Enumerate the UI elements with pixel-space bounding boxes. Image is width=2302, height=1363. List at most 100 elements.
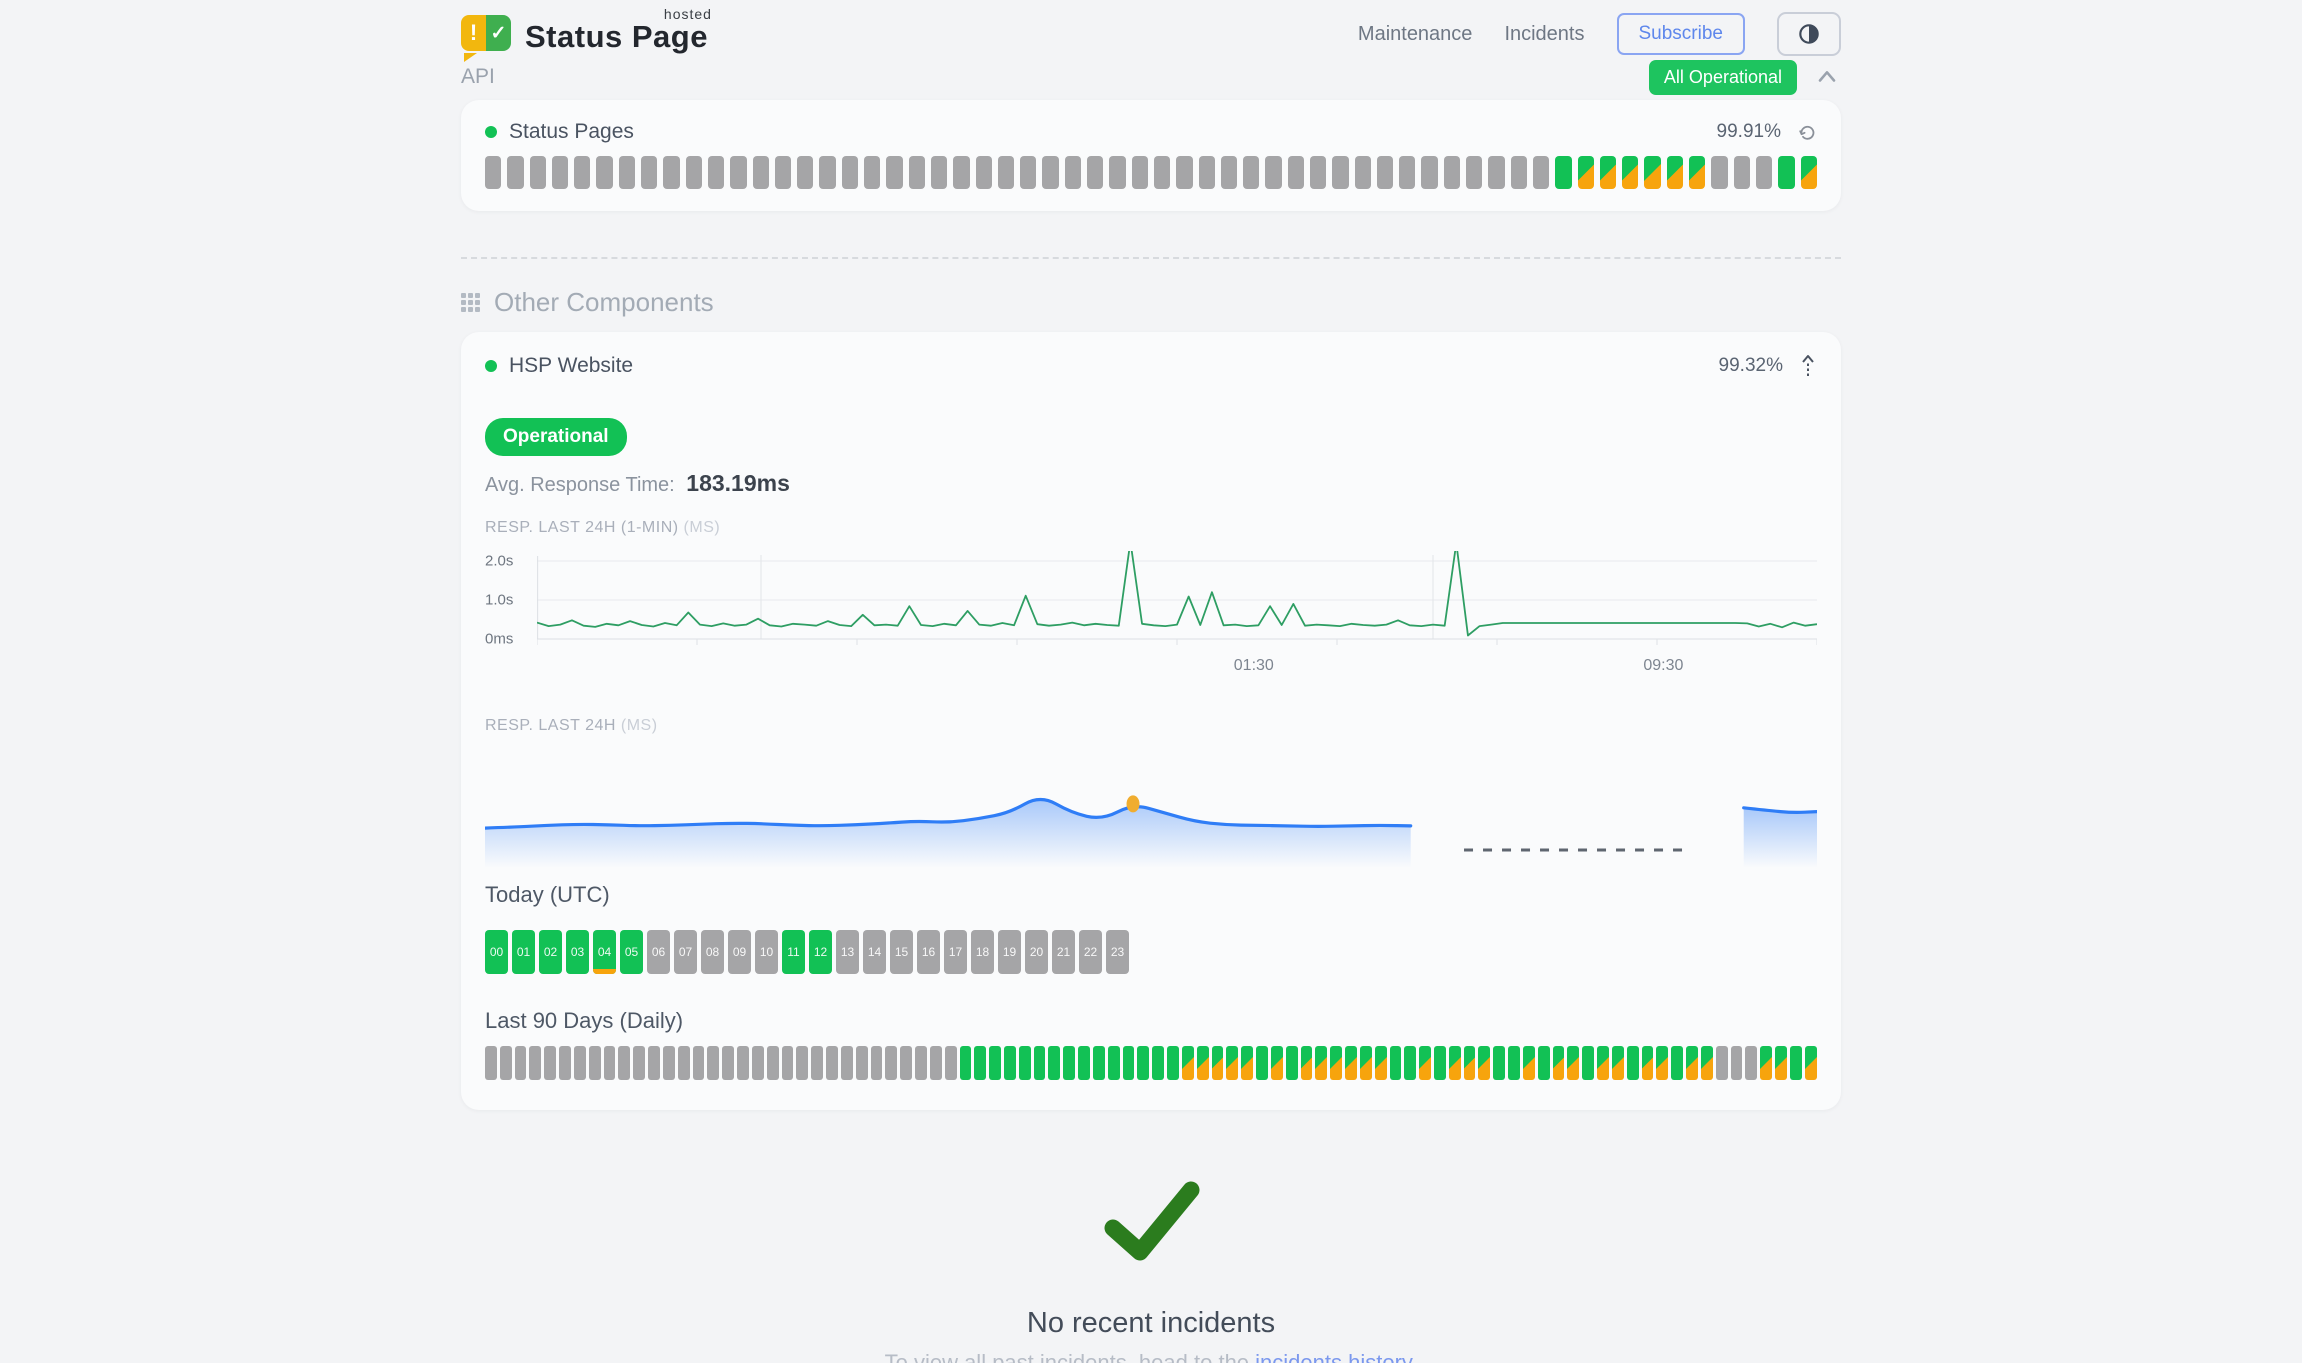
- incidents-history-link[interactable]: incidents history: [1255, 1350, 1412, 1363]
- hour-block-18[interactable]: 18: [971, 930, 994, 974]
- hour-block-05[interactable]: 05: [620, 930, 643, 974]
- uptime-bar-mixed[interactable]: [1599, 156, 1617, 189]
- day-bar-green[interactable]: [1152, 1046, 1165, 1080]
- uptime-bar-gray[interactable]: [618, 156, 636, 189]
- day-bar-mixed[interactable]: [1330, 1046, 1343, 1080]
- day-bar-mixed[interactable]: [1567, 1046, 1580, 1080]
- uptime-bar-gray[interactable]: [1153, 156, 1171, 189]
- hour-block-06[interactable]: 06: [647, 930, 670, 974]
- day-bar-mixed[interactable]: [1700, 1046, 1713, 1080]
- day-bar-green[interactable]: [1256, 1046, 1268, 1080]
- uptime-bar-gray[interactable]: [596, 156, 613, 189]
- uptime-bar-gray[interactable]: [1309, 156, 1327, 189]
- uptime-bar-mixed[interactable]: [1577, 156, 1594, 189]
- uptime-bar-mixed[interactable]: [1644, 156, 1661, 189]
- hour-block-13[interactable]: 13: [836, 930, 859, 974]
- day-bar-green[interactable]: [1167, 1046, 1179, 1080]
- uptime-bar-mixed[interactable]: [1800, 156, 1817, 189]
- day-bar-mixed[interactable]: [1181, 1046, 1194, 1080]
- day-bar-green[interactable]: [1107, 1046, 1120, 1080]
- uptime-bar-gray[interactable]: [908, 156, 925, 189]
- hour-block-11[interactable]: 11: [782, 930, 805, 974]
- day-bar-gray[interactable]: [707, 1046, 720, 1080]
- day-bar-mixed[interactable]: [1686, 1046, 1698, 1080]
- day-bar-gray[interactable]: [737, 1046, 749, 1080]
- day-bar-green[interactable]: [1389, 1046, 1402, 1080]
- day-bar-green[interactable]: [1092, 1046, 1105, 1080]
- day-bar-gray[interactable]: [648, 1046, 660, 1080]
- uptime-bar-mixed[interactable]: [1622, 156, 1639, 189]
- uptime-bar-gray[interactable]: [1532, 156, 1550, 189]
- day-bar-green[interactable]: [1033, 1046, 1046, 1080]
- uptime-bar-gray[interactable]: [1488, 156, 1505, 189]
- day-bar-gray[interactable]: [855, 1046, 868, 1080]
- day-bar-gray[interactable]: [900, 1046, 913, 1080]
- uptime-bar-gray[interactable]: [1376, 156, 1394, 189]
- day-bar-mixed[interactable]: [1478, 1046, 1491, 1080]
- uptime-bar-gray[interactable]: [507, 156, 524, 189]
- day-bar-green[interactable]: [1404, 1046, 1417, 1080]
- day-bar-green[interactable]: [1626, 1046, 1639, 1080]
- hour-block-10[interactable]: 10: [755, 930, 778, 974]
- day-bar-gray[interactable]: [603, 1046, 616, 1080]
- day-bar-gray[interactable]: [692, 1046, 705, 1080]
- hour-block-20[interactable]: 20: [1025, 930, 1048, 974]
- uptime-bar-gray[interactable]: [819, 156, 836, 189]
- nav-maintenance-link[interactable]: Maintenance: [1357, 22, 1473, 45]
- day-bar-gray[interactable]: [573, 1046, 586, 1080]
- day-bar-mixed[interactable]: [1300, 1046, 1313, 1080]
- uptime-bar-gray[interactable]: [1510, 156, 1527, 189]
- day-bar-mixed[interactable]: [1374, 1046, 1387, 1080]
- uptime-bar-gray[interactable]: [797, 156, 814, 189]
- uptime-bar-gray[interactable]: [1443, 156, 1461, 189]
- day-bar-gray[interactable]: [662, 1046, 675, 1080]
- day-bar-gray[interactable]: [633, 1046, 646, 1080]
- uptime-bar-gray[interactable]: [1354, 156, 1371, 189]
- uptime-bar-gray[interactable]: [1421, 156, 1438, 189]
- day-bar-mixed[interactable]: [1552, 1046, 1565, 1080]
- day-bar-gray[interactable]: [826, 1046, 838, 1080]
- day-bar-green[interactable]: [1018, 1046, 1031, 1080]
- hour-block-21[interactable]: 21: [1052, 930, 1075, 974]
- day-bar-gray[interactable]: [559, 1046, 571, 1080]
- hour-block-17[interactable]: 17: [944, 930, 967, 974]
- uptime-bar-gray[interactable]: [886, 156, 903, 189]
- uptime-bar-gray[interactable]: [529, 156, 546, 189]
- day-bar-green[interactable]: [1508, 1046, 1520, 1080]
- day-bar-mixed[interactable]: [1656, 1046, 1669, 1080]
- uptime-bar-gray[interactable]: [574, 156, 591, 189]
- uptime-bar-gray[interactable]: [774, 156, 792, 189]
- uptime-bar-gray[interactable]: [1064, 156, 1082, 189]
- day-bar-green[interactable]: [1122, 1046, 1135, 1080]
- hour-block-19[interactable]: 19: [998, 930, 1021, 974]
- uptime-bar-gray[interactable]: [663, 156, 680, 189]
- day-bar-mixed[interactable]: [1211, 1046, 1224, 1080]
- day-bar-mixed[interactable]: [1419, 1046, 1431, 1080]
- response-time-minute-chart[interactable]: 2.0s 1.0s 0ms: [485, 551, 1817, 651]
- uptime-bar-gray[interactable]: [1755, 156, 1773, 189]
- expand-button[interactable]: [1799, 354, 1817, 378]
- day-bar-gray[interactable]: [485, 1046, 497, 1080]
- subscribe-button[interactable]: Subscribe: [1616, 13, 1745, 55]
- day-bar-green[interactable]: [1137, 1046, 1150, 1080]
- day-bar-mixed[interactable]: [1760, 1046, 1773, 1080]
- uptime-bar-gray[interactable]: [953, 156, 970, 189]
- uptime-bar-gray[interactable]: [1265, 156, 1282, 189]
- day-bar-gray[interactable]: [870, 1046, 883, 1080]
- day-bar-mixed[interactable]: [1270, 1046, 1283, 1080]
- day-bar-gray[interactable]: [529, 1046, 542, 1080]
- day-bar-gray[interactable]: [722, 1046, 735, 1080]
- day-bar-mixed[interactable]: [1611, 1046, 1624, 1080]
- uptime-bar-green[interactable]: [1778, 156, 1795, 189]
- day-bar-gray[interactable]: [885, 1046, 898, 1080]
- uptime-bar-gray[interactable]: [1243, 156, 1260, 189]
- hour-block-23[interactable]: 23: [1106, 930, 1129, 974]
- hour-block-08[interactable]: 08: [701, 930, 724, 974]
- day-bar-mixed[interactable]: [1226, 1046, 1239, 1080]
- day-bar-green[interactable]: [974, 1046, 987, 1080]
- hour-block-00[interactable]: 00: [485, 930, 508, 974]
- day-bar-mixed[interactable]: [1775, 1046, 1787, 1080]
- uptime-bar-gray[interactable]: [1020, 156, 1037, 189]
- uptime-bar-gray[interactable]: [1220, 156, 1238, 189]
- uptime-bar-gray[interactable]: [730, 156, 747, 189]
